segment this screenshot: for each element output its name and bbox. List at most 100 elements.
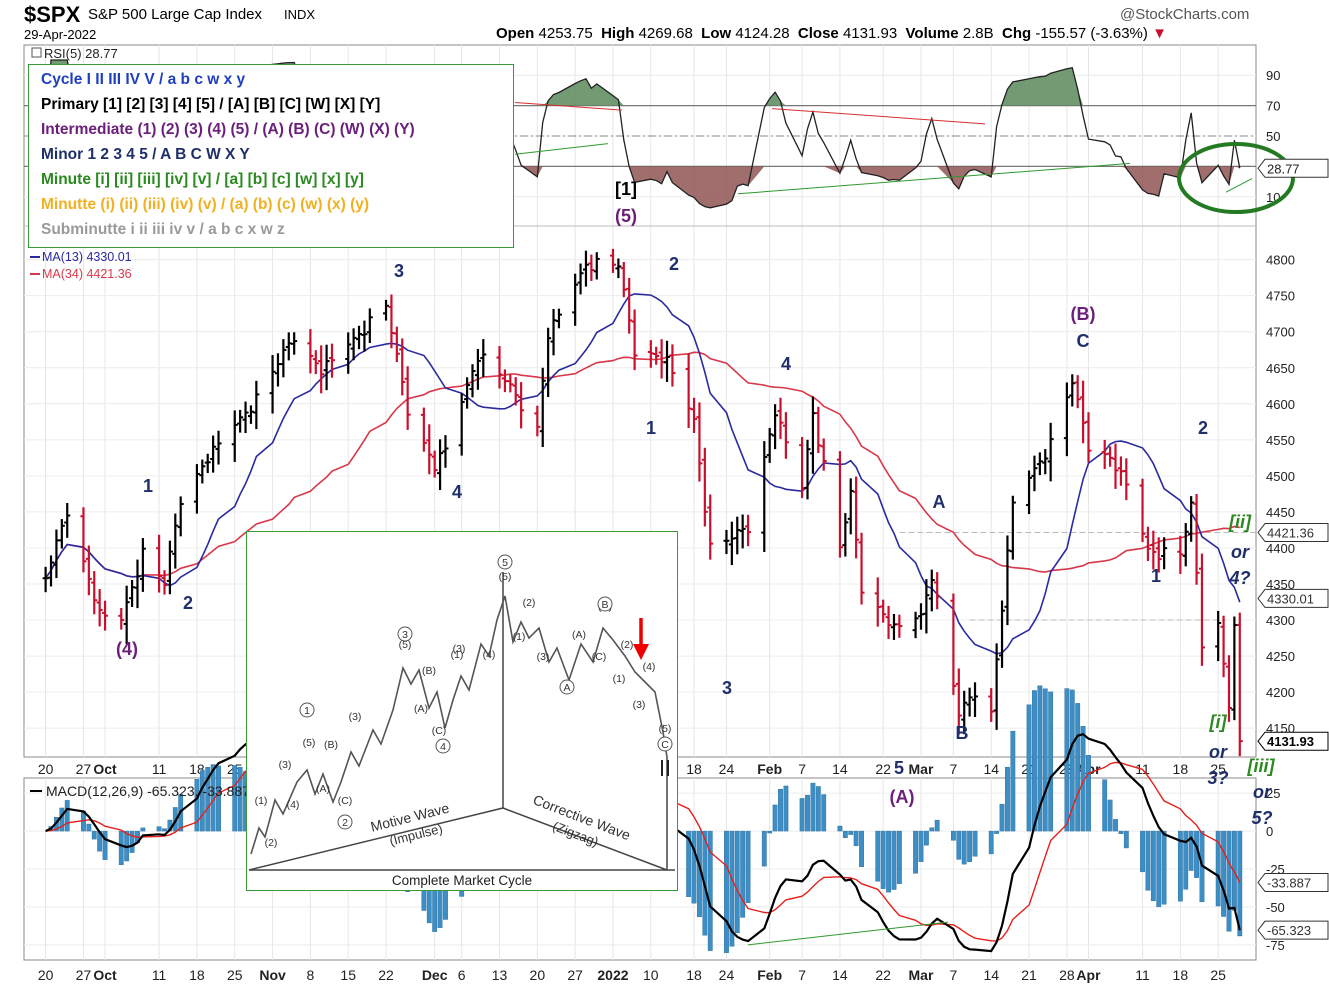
ohlc-bar	[701, 447, 708, 527]
inset-wave-mark: (C)	[592, 651, 607, 663]
x-tick-label: 28	[1059, 967, 1075, 983]
ohlc-bar	[48, 555, 55, 587]
ohlc-bar	[653, 346, 660, 365]
ohlc-bar	[177, 496, 184, 537]
ohlc-bar	[231, 410, 238, 462]
x-tick-label: 25	[1210, 761, 1226, 777]
close-value: 4131.93	[842, 25, 898, 42]
low-value: 4124.28	[735, 25, 790, 42]
macd-histogram-bar	[1048, 691, 1054, 832]
macd-histogram-bar	[1075, 703, 1081, 832]
x-tick-label: 20	[530, 967, 546, 983]
x-tick-label: Oct	[93, 967, 117, 983]
macd-tick-label: -50	[1266, 900, 1285, 915]
price-tick-label: 4250	[1266, 649, 1295, 664]
ohlc-bar	[950, 593, 957, 695]
ohlc-bar	[1063, 382, 1070, 457]
inset-wave-mark: (5)	[659, 723, 672, 735]
inset-wave-mark: (2)	[265, 837, 278, 849]
ohlc-bar	[1042, 449, 1049, 475]
ohlc-bar	[166, 540, 173, 595]
inset-wave-mark: (4)	[643, 661, 656, 673]
inset-wave-mark: (1)	[613, 673, 626, 685]
wave-label: 3	[394, 261, 404, 281]
ma13-line	[44, 293, 1241, 655]
ohlc-bar	[555, 308, 562, 329]
inset-wave-mark: (A)	[572, 629, 586, 641]
macd-histogram-bar	[199, 770, 205, 832]
ohlc-bar	[664, 340, 671, 382]
signal-value-tag-text: -33.887	[1267, 875, 1311, 890]
rsi-trendline-green	[514, 143, 609, 155]
ohlc-readout: Open 4253.75 High 4269.68 Low 4124.28 Cl…	[496, 25, 1167, 42]
ohlc-bar	[766, 427, 773, 463]
macd-histogram-bar	[891, 830, 897, 890]
macd-histogram-bar	[994, 830, 1000, 834]
inset-title: Complete Market Cycle	[392, 873, 532, 888]
macd-trendline-green	[747, 921, 949, 946]
ohlc-bar	[85, 545, 92, 596]
ohlc-bar	[91, 571, 98, 615]
rsi-legend-label: RSI(5) 28.77	[44, 46, 118, 61]
macd-histogram-bar	[707, 830, 713, 951]
ohlc-bar	[323, 344, 330, 391]
ohlc-bar	[118, 607, 125, 630]
ohlc-bar	[923, 579, 930, 634]
ohlc-bar	[1193, 494, 1200, 585]
inset-wave-mark: (3)	[633, 699, 646, 711]
macd-histogram-bar	[815, 786, 821, 832]
macd-value-tag: -65.323	[1257, 920, 1329, 940]
inset-red-arrow-head	[633, 644, 649, 660]
x-tick-label: 15	[340, 967, 356, 983]
x-tick-label: Apr	[1076, 967, 1101, 983]
rsi-trendline-red	[514, 102, 623, 111]
x-tick-label: 25	[1210, 967, 1226, 983]
rsi-value-tag: 28.77	[1257, 158, 1329, 178]
x-tick-label: 27	[567, 967, 583, 983]
ohlc-bar	[1220, 615, 1227, 678]
macd-histogram-bar	[1226, 830, 1232, 932]
x-tick-label: 11	[152, 761, 167, 777]
legend-intermediate: Intermediate (1) (2) (3) (4) (5) / (A) (…	[41, 121, 415, 138]
price-tick-label: 4650	[1266, 361, 1295, 376]
ohlc-bar	[1177, 535, 1184, 574]
wave-label: 1	[646, 418, 656, 438]
close-value-tag-text: 4131.93	[1267, 734, 1314, 749]
macd-histogram-bar	[853, 830, 859, 847]
macd-histogram-bar	[1037, 685, 1043, 832]
ohlc-bar	[1085, 412, 1092, 463]
macd-histogram-bar	[967, 830, 973, 862]
macd-histogram-bar	[761, 830, 767, 867]
inset-perspective-line	[248, 807, 504, 871]
macd-histogram-bar	[778, 789, 783, 832]
legend-primary: Primary [1] [2] [3] [4] [5] / [A] [B] [C…	[41, 96, 381, 113]
ohlc-bar	[312, 350, 319, 375]
wave-label: B	[956, 723, 969, 743]
high-value: 4269.68	[638, 25, 693, 42]
macd-legend-label: MACD(12,26,9) -65.323, -33.887, -31.436	[46, 783, 305, 799]
ohlc-bar	[1139, 478, 1146, 543]
x-tick-label: 6	[458, 967, 466, 983]
ohlc-bar	[431, 450, 438, 478]
ohlc-bar	[626, 277, 633, 334]
ohlc-bar	[1009, 495, 1016, 560]
rsi-value-tag-text: 28.77	[1267, 161, 1300, 176]
ohlc-bar	[518, 382, 525, 429]
chart-date: 29-Apr-2022	[24, 27, 97, 42]
ohlc-bar	[399, 338, 406, 396]
macd-histogram-bar	[102, 830, 108, 860]
inset-wave-mark: (5)	[399, 639, 412, 651]
macd-histogram-bar	[64, 800, 70, 832]
ohlc-bar	[134, 559, 141, 609]
ohlc-bar	[804, 439, 811, 500]
wave-label: 4	[452, 482, 462, 502]
macd-histogram-bar	[745, 830, 751, 904]
inset-wave-mark: (3)	[349, 711, 362, 723]
ma34-value-tag-box	[1257, 523, 1329, 543]
ohlc-bar	[777, 397, 784, 439]
macd-histogram-bar	[956, 830, 962, 860]
chart-exchange: INDX	[284, 7, 316, 22]
wave-label: 2	[1198, 418, 1208, 438]
ohlc-bar	[820, 438, 827, 471]
x-tick-label: 22	[875, 761, 891, 777]
